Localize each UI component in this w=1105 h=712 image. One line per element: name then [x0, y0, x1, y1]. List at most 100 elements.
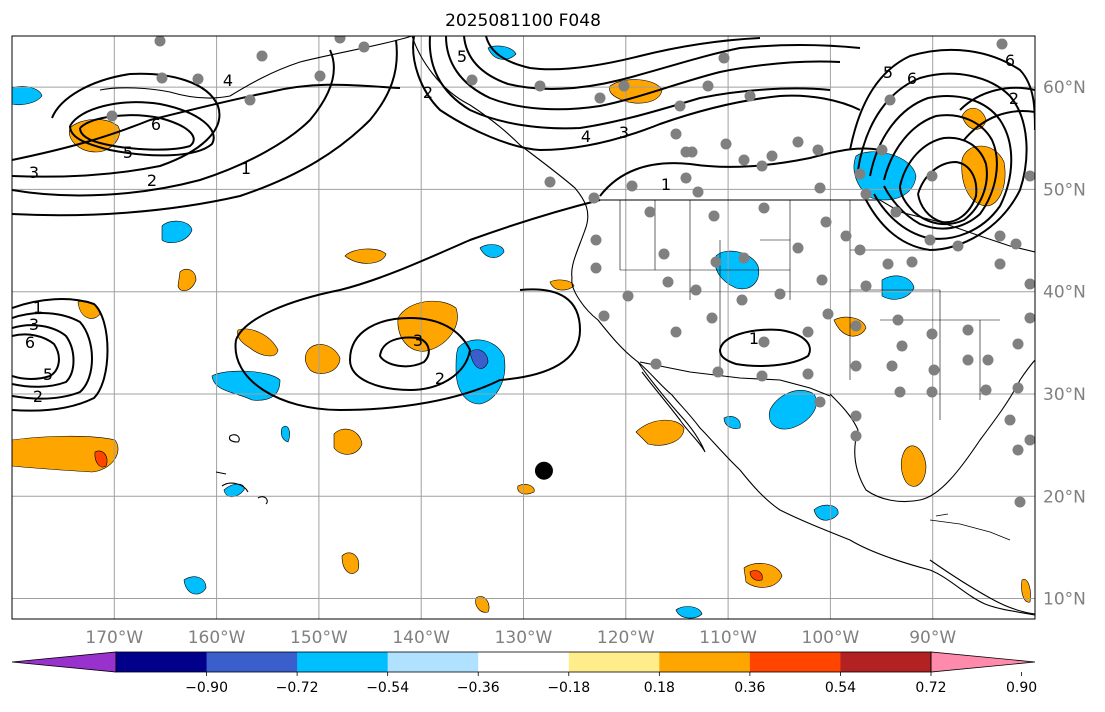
contour-line: [412, 36, 861, 152]
contour-label: 6: [1005, 51, 1015, 70]
station-marker: [662, 276, 674, 288]
station-marker: [1012, 444, 1024, 456]
station-marker: [928, 364, 940, 376]
colorbar-tick-label: −0.54: [366, 680, 409, 696]
colorbar-tick-label: 0.36: [734, 680, 765, 696]
station-marker: [962, 324, 974, 336]
station-marker: [758, 336, 770, 348]
contour-line: [12, 83, 401, 161]
latitude-tick-label: 30°N: [1043, 385, 1086, 405]
positive-anomaly-region: [517, 484, 535, 495]
contour-line: [849, 48, 1035, 151]
latitude-tick-label: 40°N: [1043, 283, 1086, 303]
station-marker: [854, 244, 866, 256]
latitude-tick-label: 50°N: [1043, 180, 1086, 200]
station-marker: [738, 252, 750, 264]
station-marker: [622, 290, 634, 302]
contour-label: 2: [147, 171, 157, 190]
station-marker: [590, 262, 602, 274]
colorbar-segment: [478, 652, 570, 672]
contour-label: 4: [581, 127, 591, 146]
positive-anomaly-region: [177, 268, 197, 292]
negative-anomaly-region: [479, 244, 505, 258]
contour-label: 2: [33, 387, 43, 406]
positive-anomaly-region: [12, 435, 119, 473]
strong-negative-anomaly-region: [469, 349, 489, 369]
station-marker: [692, 186, 704, 198]
contour-line: [485, 36, 761, 71]
contour-label: 5: [123, 143, 133, 162]
station-marker: [850, 410, 862, 422]
colorbar-segment: [840, 652, 932, 672]
station-marker: [154, 36, 166, 47]
station-markers: [106, 36, 1035, 508]
alaska-coast: [99, 36, 413, 99]
latitude-labels: 10°N 20°N 30°N 40°N 50°N 60°N: [1043, 78, 1086, 609]
station-marker: [1024, 170, 1035, 182]
station-marker: [588, 192, 600, 204]
colorbar-segment: [206, 652, 298, 672]
station-marker: [650, 358, 662, 370]
contour-label: 1: [33, 298, 43, 317]
latitude-tick-label: 60°N: [1043, 78, 1086, 98]
colorbar-segment: [297, 652, 389, 672]
station-marker: [814, 396, 826, 408]
station-marker: [886, 360, 898, 372]
contour-line: [883, 114, 998, 230]
station-marker: [534, 80, 546, 92]
north-america-coastline: [411, 36, 1035, 616]
colorbar-tick-label: −0.72: [276, 680, 319, 696]
station-marker: [792, 136, 804, 148]
longitude-tick-label: 110°W: [699, 628, 757, 648]
storm-center-marker: [534, 461, 553, 480]
contour-line: [348, 316, 472, 392]
contour-lines: [12, 36, 1035, 412]
station-marker: [1012, 382, 1024, 394]
station-marker: [854, 168, 866, 180]
station-marker: [994, 258, 1006, 270]
contour-label: 1: [661, 175, 671, 194]
station-marker: [674, 100, 686, 112]
station-marker: [708, 210, 720, 222]
station-marker: [738, 154, 750, 166]
negative-anomaly-region: [183, 576, 207, 595]
positive-anomaly-region: [304, 344, 341, 374]
state-boundaries: [619, 200, 1000, 420]
negative-anomaly-region: [487, 45, 517, 60]
negative-anomaly-region: [161, 220, 193, 243]
station-marker: [766, 150, 778, 162]
strong-positive-anomaly-region: [749, 570, 763, 581]
station-marker: [906, 256, 918, 268]
contour-line: [718, 328, 811, 367]
positive-anomaly-region: [635, 419, 685, 446]
contour-line: [235, 199, 601, 341]
negative-anomaly-region: [280, 425, 290, 443]
negative-anomaly-region: [881, 275, 915, 300]
colorbar-segment: [659, 652, 751, 672]
station-marker: [882, 258, 894, 270]
station-marker: [926, 328, 938, 340]
positive-anomaly-region: [475, 596, 490, 613]
contour-label: 5: [457, 47, 467, 66]
station-marker: [896, 340, 908, 352]
contour-line: [12, 333, 60, 380]
station-marker: [594, 92, 606, 104]
station-marker: [792, 242, 804, 254]
contour-line: [959, 86, 1035, 111]
contour-label: 5: [43, 365, 53, 384]
contour-line: [234, 288, 582, 412]
colorbar-segment: [568, 652, 660, 672]
contour-line: [12, 39, 398, 217]
station-marker: [686, 146, 698, 158]
station-marker: [1012, 338, 1024, 350]
contour-line: [445, 36, 841, 111]
station-marker: [626, 180, 638, 192]
positive-anomaly-region: [900, 445, 927, 487]
contour-line: [378, 336, 430, 368]
station-marker: [816, 274, 828, 286]
contour-line: [12, 49, 335, 197]
station-marker: [706, 312, 718, 324]
map-frame: [11, 35, 1036, 620]
latitude-tick-label: 20°N: [1043, 487, 1086, 507]
